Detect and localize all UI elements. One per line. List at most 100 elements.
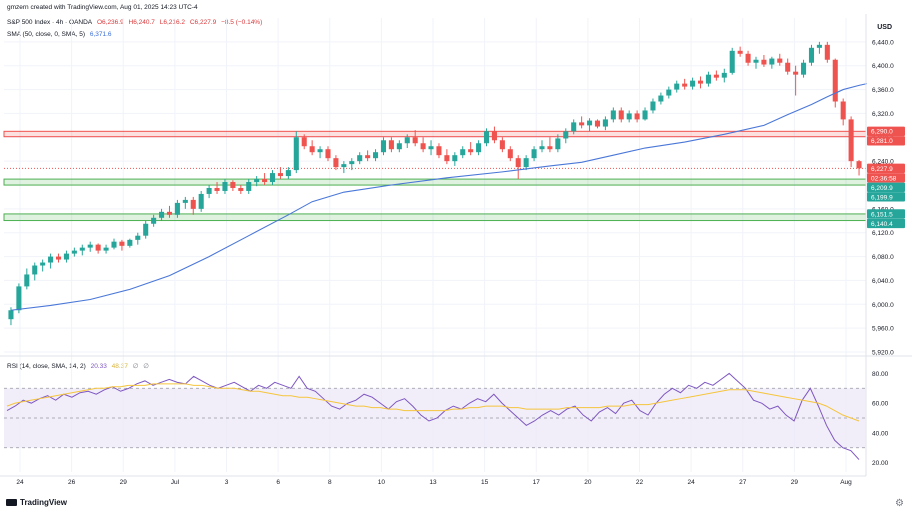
price-tick-label: 6,440.0 (872, 39, 894, 46)
candle-body (55, 256, 62, 260)
candle-body (690, 80, 696, 87)
candle-body (63, 253, 69, 260)
zone-resistance (3, 130, 867, 138)
candle-body (277, 173, 283, 177)
candle-body (222, 182, 228, 191)
price-label-text: 6,140.4 (871, 221, 893, 228)
price-label-box (867, 163, 905, 174)
candle-body (666, 89, 672, 96)
x-tick-label: 26 (68, 479, 76, 486)
candle-body (832, 59, 838, 102)
ohlc-high: H6,240.7 (128, 19, 155, 26)
candle-body (428, 146, 434, 150)
candle-body (602, 119, 608, 127)
candle-body (301, 137, 307, 147)
price-label-box (867, 218, 905, 229)
candle-body (856, 161, 862, 169)
candle-body (642, 110, 648, 120)
candle-body (507, 149, 513, 159)
sma-legend[interactable]: SMA (50, close, 0, SMA, 5) 6,371.6 (7, 31, 115, 38)
ohlc-close: C6,227.9 (189, 19, 217, 26)
candle-body (436, 146, 442, 156)
x-tick-label: 13 (429, 479, 437, 486)
candle-body (214, 187, 220, 191)
price-tick-label: 6,040.0 (872, 278, 894, 285)
candle-body (420, 143, 426, 150)
candle-body (523, 158, 529, 168)
x-tick-label: Aug (840, 479, 852, 486)
candle-body (745, 53, 751, 63)
rsi-label: RSI (14, close, SMA, 14, 2) (7, 363, 86, 370)
candle-body (563, 131, 569, 139)
symbol-legend[interactable]: S&P 500 Index · 4h · OANDA O6,236.9 H6,2… (7, 19, 265, 26)
candle-body (491, 131, 497, 141)
candle-body (483, 131, 490, 144)
candle-body (674, 83, 680, 90)
candle-body (159, 211, 165, 218)
candle-body (721, 72, 727, 78)
candle-body (816, 44, 822, 48)
rsi-tick-label: 20.00 (872, 460, 889, 467)
candle-body (8, 310, 14, 320)
ohlc-low: L6,216.2 (159, 19, 186, 26)
candle-body (729, 50, 735, 73)
candle-body (111, 241, 117, 248)
candle-body (468, 149, 474, 153)
zone-support-2 (3, 213, 867, 222)
price-label-box (867, 136, 905, 146)
price-label-text: 6,151.5 (871, 211, 893, 218)
price-tick-label: 6,240.0 (872, 159, 894, 166)
chart-credit: gmzern created with TradingView.com, Aug… (7, 4, 198, 11)
price-label-box (867, 126, 905, 137)
candle-body (761, 59, 767, 65)
candle-body (32, 265, 38, 275)
candle-body (190, 199, 196, 209)
candle-body (618, 110, 624, 120)
candle-body (24, 274, 30, 287)
candle-body (840, 101, 846, 120)
x-tick-label: 24 (688, 479, 696, 486)
candle-body (388, 140, 394, 150)
price-tick-label: 6,360.0 (872, 87, 894, 94)
candle-body (769, 58, 775, 65)
price-tick-label: 6,080.0 (872, 254, 894, 261)
candle-body (793, 71, 799, 75)
candle-body (254, 179, 260, 183)
candle-body (587, 120, 593, 126)
price-label-text: 6,199.9 (871, 194, 893, 201)
candle-body (262, 179, 268, 183)
candle-body (230, 182, 236, 188)
tradingview-brand-text: TradingView (20, 498, 67, 507)
candle-body (174, 202, 180, 215)
sma-label: SMA (50, close, 0, SMA, 5) (7, 31, 86, 38)
candle-body (238, 187, 244, 191)
rsi-legend[interactable]: RSI (14, close, SMA, 14, 2) 20.33 48.37 … (7, 362, 152, 370)
candle-body (547, 146, 553, 150)
candle-body (198, 193, 204, 209)
currency-label[interactable]: USD (877, 24, 892, 31)
x-tick-label: 27 (739, 479, 747, 486)
candle-body (373, 152, 379, 159)
candle-body (650, 101, 656, 111)
candle-body (499, 140, 505, 150)
candle-body (824, 44, 830, 60)
price-label-box (867, 182, 905, 193)
price-change: −8.5 (−0.14%) (221, 19, 263, 26)
candle-body (119, 241, 125, 246)
candle-body (579, 122, 585, 126)
candle-body (412, 137, 418, 144)
candle-body (594, 120, 601, 127)
price-tick-label: 5,920.0 (872, 350, 894, 357)
candle-body (325, 149, 331, 159)
tradingview-logo[interactable]: TradingView (6, 498, 67, 507)
candle-body (309, 146, 315, 153)
price-tick-label: 6,400.0 (872, 63, 894, 70)
candle-body (777, 58, 783, 63)
sma-line (10, 83, 868, 311)
settings-gear-icon[interactable]: ⚙ (895, 498, 904, 509)
candle-body (396, 143, 402, 150)
candle-body (555, 138, 561, 150)
candle-body (713, 74, 719, 78)
price-label-box (867, 192, 905, 202)
